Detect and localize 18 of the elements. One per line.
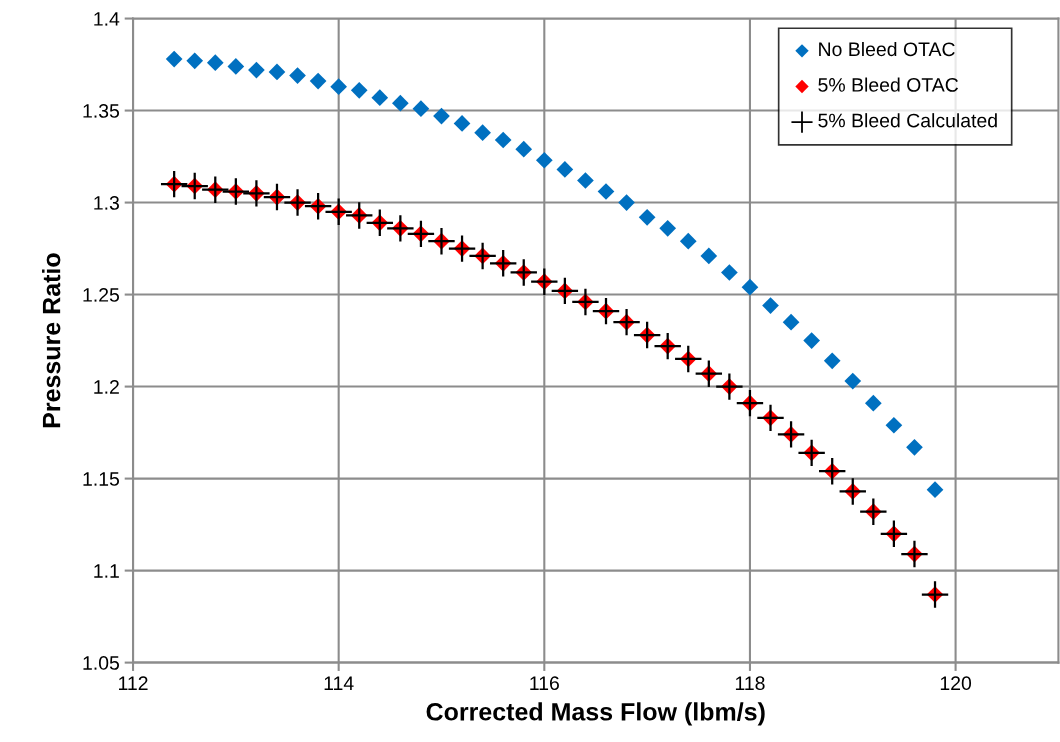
y-tick-label: 1.1 [94, 564, 119, 578]
y-tick-label: 1.35 [83, 104, 120, 118]
y-tick-label: 1.05 [83, 656, 120, 670]
legend-label: No Bleed OTAC [819, 41, 955, 57]
x-tick-label: 112 [119, 676, 148, 690]
y-axis-title: Pressure Ratio [42, 253, 61, 428]
y-tick-label: 1.3 [94, 196, 119, 210]
y-tick-label: 1.2 [94, 380, 119, 394]
legend-label: 5% Bleed Calculated [818, 113, 997, 128]
y-tick-label: 1.4 [94, 12, 120, 26]
y-tick-label: 1.25 [83, 288, 120, 302]
legend-label: 5% Bleed OTAC [818, 77, 959, 92]
x-tick-label: 120 [940, 676, 972, 691]
x-tick-label: 114 [324, 676, 354, 690]
x-axis-title: Corrected Mass Flow (lbm/s) [426, 702, 765, 726]
x-tick-label: 116 [530, 676, 559, 691]
x-tick-label: 118 [735, 676, 765, 691]
y-tick-label: 1.15 [83, 472, 120, 486]
